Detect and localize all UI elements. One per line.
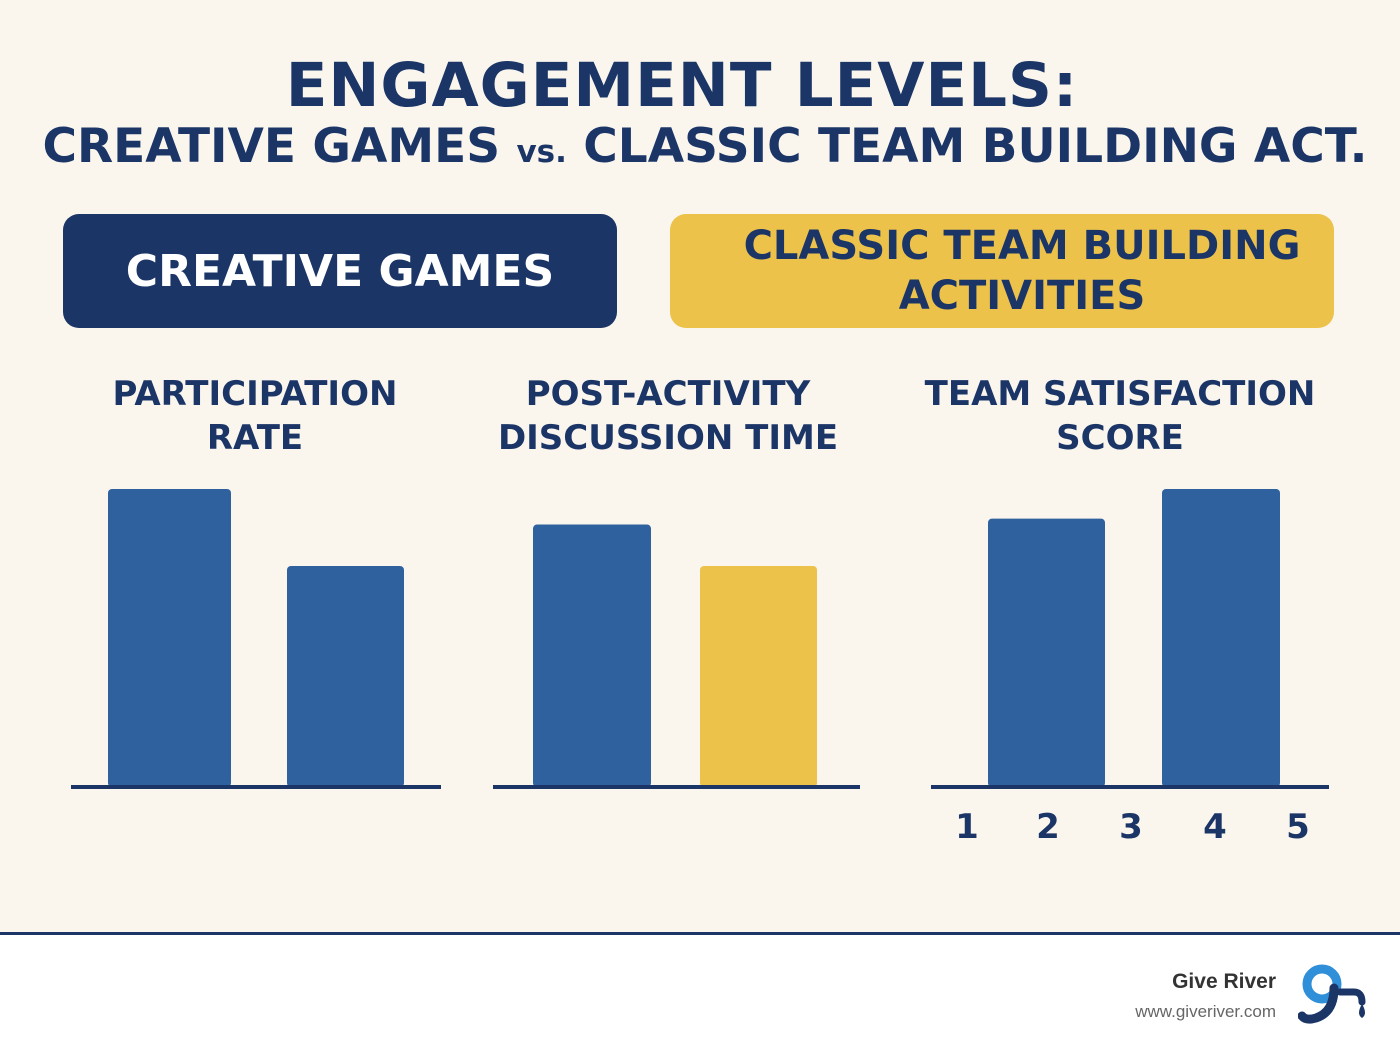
- discussion-time-title: POST-ACTIVITY DISCUSSION TIME: [497, 374, 839, 458]
- footer-divider: [0, 932, 1400, 935]
- bar-2-1: [533, 524, 651, 787]
- bar-3-2: [1162, 489, 1280, 787]
- x-tick-label: 3: [1119, 807, 1143, 847]
- footer: [0, 935, 1400, 1052]
- bar-charts: 1 2 3 4 5: [71, 489, 1329, 847]
- x-tick-label: 2: [1036, 807, 1060, 847]
- bar-2-2: [700, 565, 817, 787]
- satisfaction-score-title: TEAM SATISFACTION SCORE: [924, 374, 1316, 458]
- subtitle-right: CLASSIC TEAM BUILDING ACT.: [583, 119, 1368, 174]
- legend-classic-activities: CLASSIC TEAM BUILDING ACTIVITIES: [670, 214, 1334, 328]
- x-tick-label: 4: [1203, 807, 1227, 847]
- bar-1-2: [287, 565, 404, 787]
- legend-creative-label: CREATIVE GAMES: [125, 245, 555, 297]
- chart-subtitle: CREATIVE GAMES vs. CLASSIC TEAM BUILDING…: [0, 119, 1400, 174]
- x-tick-label: 5: [1286, 807, 1310, 847]
- brand-url: www.giveriver.com: [1135, 1002, 1276, 1021]
- x-tick-label: 1: [955, 807, 979, 847]
- give-river-logo-icon: [1298, 964, 1366, 1024]
- participation-rate-title: PARTICIPATION RATE: [112, 374, 398, 458]
- subtitle-left: CREATIVE GAMES: [42, 119, 501, 174]
- bar-1-1: [108, 489, 231, 787]
- legend-creative-games: CREATIVE GAMES: [63, 214, 617, 328]
- legend-classic-label: CLASSIC TEAM BUILDING ACTIVITIES: [743, 223, 1301, 319]
- chart-title: ENGAGEMENT LEVELS:: [285, 50, 1079, 121]
- subtitle-vs: vs.: [516, 134, 567, 170]
- bar-3-1: [988, 518, 1105, 787]
- brand-name: Give River: [1172, 970, 1276, 993]
